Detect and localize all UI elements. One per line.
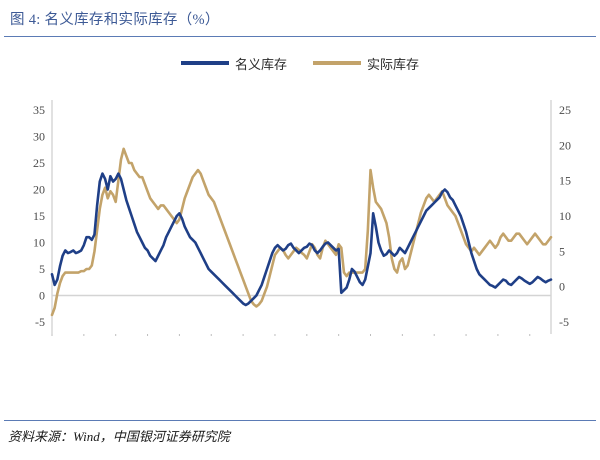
left-axis-tick: 35 xyxy=(33,103,45,117)
left-axis-tick: -5 xyxy=(35,315,45,329)
left-axis-tick: 25 xyxy=(33,156,45,170)
x-axis-ticks xyxy=(51,334,531,336)
right-axis-tick: 20 xyxy=(559,138,571,152)
legend-label-nominal: 名义库存 xyxy=(234,56,287,72)
left-axis-tick: 10 xyxy=(33,236,45,250)
legend-label-real: 实际库存 xyxy=(367,56,420,72)
legend-swatch-real xyxy=(313,61,361,65)
right-axis-tick: 10 xyxy=(559,209,571,223)
left-axis-tick-labels: -5 0 5 10 15 20 25 30 35 xyxy=(33,103,45,329)
right-axis-tick: 25 xyxy=(559,103,571,117)
page-title: 图 4: 名义库存和实际库存（%） xyxy=(10,12,220,28)
series-line-nominal xyxy=(50,172,553,307)
right-axis-tick: 0 xyxy=(559,280,565,294)
left-axis-tick: 30 xyxy=(33,130,45,144)
series-line-real xyxy=(50,147,553,317)
right-axis-tick: -5 xyxy=(559,315,569,329)
chart-title-bar: 图 4: 名义库存和实际库存（%） xyxy=(0,0,600,38)
left-axis-tick: 5 xyxy=(39,262,45,276)
left-axis-tick: 0 xyxy=(39,289,45,303)
title-divider xyxy=(4,36,596,37)
legend-item-nominal: 名义库存 xyxy=(180,54,287,73)
source-note: 资料来源：Wind，中国银河证券研究院 xyxy=(8,429,230,444)
legend-swatch-nominal xyxy=(180,61,229,65)
footer-divider xyxy=(4,420,596,421)
left-axis-tick: 20 xyxy=(33,183,45,197)
legend-item-real: 实际库存 xyxy=(313,54,419,73)
right-axis-tick: 5 xyxy=(559,244,565,258)
left-axis-tick: 15 xyxy=(33,209,45,223)
right-axis-tick-labels: -5 0 5 10 15 20 25 xyxy=(559,103,571,329)
chart-legend: 名义库存 实际库存 xyxy=(0,52,600,74)
right-axis-tick: 15 xyxy=(559,174,571,188)
